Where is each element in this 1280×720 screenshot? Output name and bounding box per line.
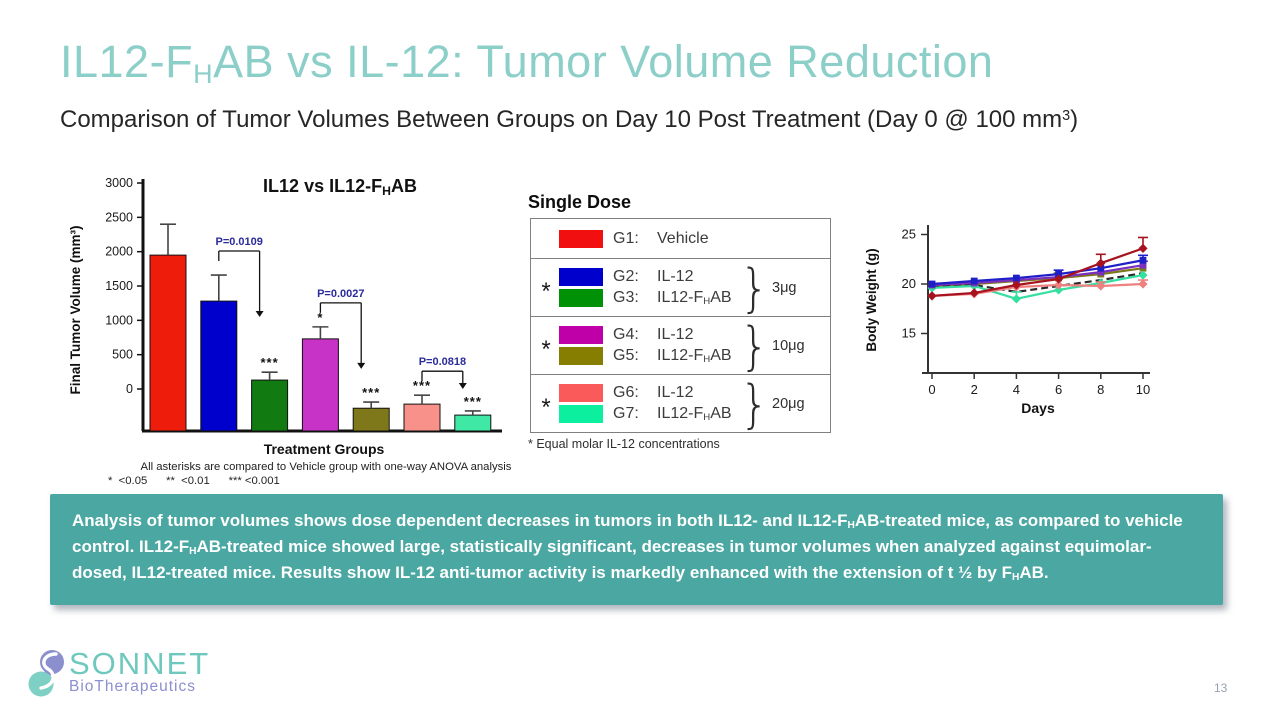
svg-text:0: 0: [928, 382, 935, 397]
svg-text:P=0.0027: P=0.0027: [317, 288, 364, 300]
legend-name: IL12-FHAB: [657, 404, 732, 424]
legend-code: G6:: [613, 383, 639, 401]
legend-dose: 20μg: [772, 395, 805, 412]
summary-text: Analysis of tumor volumes shows dose dep…: [72, 511, 1183, 584]
svg-text:2000: 2000: [105, 245, 133, 259]
svg-text:2: 2: [971, 382, 978, 397]
svg-text:***: ***: [362, 385, 380, 400]
svg-text:1500: 1500: [105, 279, 133, 293]
svg-text:P=0.0109: P=0.0109: [215, 236, 262, 248]
legend-asterisk: *: [541, 277, 551, 305]
summary-box: Analysis of tumor volumes shows dose dep…: [50, 494, 1223, 605]
legend-entry: G2: IL-12: [559, 267, 740, 286]
svg-text:Body Weight (g): Body Weight (g): [864, 248, 879, 351]
legend-entries: G6: IL-12 G7: IL12-FHAB: [559, 383, 740, 423]
svg-text:25: 25: [902, 227, 916, 242]
legend-code: G3:: [613, 288, 639, 306]
legend-footnote: * Equal molar IL-12 concentrations: [528, 437, 720, 451]
legend-asterisk: *: [541, 393, 551, 421]
svg-text:***: ***: [413, 378, 431, 393]
svg-text:1000: 1000: [105, 313, 133, 327]
svg-text:0: 0: [126, 382, 133, 396]
bodyweight-line-chart: 15 20 25 0 2 4 6 8 10 Body Weight (g) Days: [864, 225, 1150, 416]
legend-entry: G7: IL12-FHAB: [559, 405, 740, 423]
legend-code: G2:: [613, 267, 639, 285]
legend-entry: G3: IL12-FHAB: [559, 289, 740, 307]
page-number: 13: [1214, 681, 1228, 695]
legend-code: G1:: [613, 229, 639, 247]
svg-text:Days: Days: [1021, 400, 1055, 416]
svg-text:500: 500: [112, 348, 133, 362]
svg-text:IL12 vs IL12-FHAB: IL12 vs IL12-FHAB: [263, 176, 417, 198]
svg-text:10: 10: [1136, 382, 1150, 397]
legend-code: G5:: [613, 346, 639, 364]
legend-code: G7:: [613, 404, 639, 422]
legend-entry: G1: Vehicle: [559, 229, 772, 248]
legend-heading: Single Dose: [528, 192, 632, 212]
legend-entries: G1: Vehicle: [559, 229, 772, 248]
slide-title: IL12-FHAB vs IL-12: Tumor Volume Reducti…: [60, 36, 994, 89]
legend-asterisk: *: [541, 335, 551, 363]
svg-text:3000: 3000: [105, 176, 133, 190]
legend-row: * G6: IL-12 G7: IL12-FHAB} 20μg: [531, 374, 830, 432]
legend-swatch: [559, 346, 603, 365]
svg-text:2500: 2500: [105, 210, 133, 224]
svg-text:P=0.0818: P=0.0818: [419, 356, 466, 368]
svg-text:All asterisks are compared to: All asterisks are compared to Vehicle gr…: [141, 461, 512, 473]
legend-code: G4:: [613, 325, 639, 343]
legend-name: Vehicle: [657, 229, 709, 247]
legend-asterisk: [533, 235, 559, 243]
svg-text:20: 20: [902, 276, 916, 291]
legend-entry: G4: IL-12: [559, 325, 740, 344]
legend-entries: G2: IL-12 G3: IL12-FHAB: [559, 267, 740, 307]
legend-swatch: [559, 383, 603, 402]
legend-brace: }: [739, 373, 769, 434]
logo-wordmark: SONNET: [69, 646, 211, 681]
logo-icon: [28, 650, 64, 697]
legend-swatch: [559, 288, 603, 307]
svg-text:4: 4: [1013, 382, 1020, 397]
legend-row: * G2: IL-12 G3: IL12-FHAB} 3μg: [531, 258, 830, 316]
legend-swatch: [559, 404, 603, 423]
legend-row: * G4: IL-12 G5: IL12-FHAB} 10μg: [531, 316, 830, 374]
sonnet-logo: SONNET BioTherapeutics: [28, 646, 211, 700]
svg-text:*: *: [317, 310, 323, 325]
logo-subtext: BioTherapeutics: [69, 677, 197, 695]
legend-name: IL12-FHAB: [657, 346, 732, 366]
legend-swatch: [559, 325, 603, 344]
legend-dose: 3μg: [772, 279, 797, 296]
legend-entry: G6: IL-12: [559, 383, 740, 402]
legend-entries: G4: IL-12 G5: IL12-FHAB: [559, 325, 740, 365]
legend-swatch: [559, 229, 603, 248]
legend-brace: }: [739, 315, 769, 376]
legend-entry: G5: IL12-FHAB: [559, 347, 740, 365]
legend-table: G1: Vehicle * G2: IL-12 G3: IL12-FHAB} 3μg * G4: I…: [530, 218, 831, 433]
svg-text:Treatment Groups: Treatment Groups: [264, 441, 385, 457]
svg-text:15: 15: [902, 326, 916, 341]
svg-text:Final Tumor Volume (mm³): Final Tumor Volume (mm³): [68, 225, 83, 394]
legend-swatch: [559, 267, 603, 286]
svg-text:6: 6: [1055, 382, 1062, 397]
legend-name: IL-12: [657, 325, 694, 343]
legend-brace: }: [739, 257, 769, 318]
legend-row: G1: Vehicle: [531, 219, 830, 258]
legend-dose: 10μg: [772, 337, 805, 354]
svg-text:***: ***: [464, 394, 482, 409]
svg-text:* <0.05 ** <0.01 *: * <0.05 ** <0.01 *** <0.001: [108, 475, 280, 487]
legend-name: IL12-FHAB: [657, 288, 732, 308]
slide-subtitle: Comparison of Tumor Volumes Between Grou…: [60, 106, 1079, 133]
svg-text:***: ***: [261, 355, 279, 370]
legend-name: IL-12: [657, 267, 694, 285]
legend-name: IL-12: [657, 383, 694, 401]
svg-text:8: 8: [1097, 382, 1104, 397]
